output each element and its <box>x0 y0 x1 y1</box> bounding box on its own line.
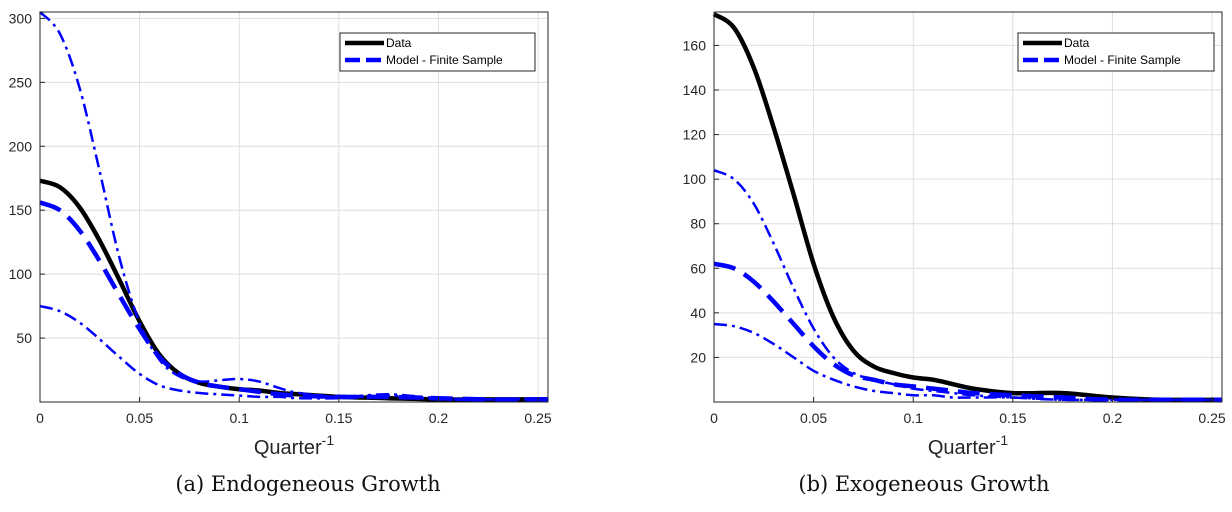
x-tick-label: 0.2 <box>429 410 449 426</box>
y-tick-label: 100 <box>9 266 33 282</box>
series-line-1 <box>39 200 549 402</box>
legend-box <box>1017 32 1215 72</box>
series-line-0 <box>712 12 1223 403</box>
y-tick-label: 20 <box>690 349 706 365</box>
x-tick-label: 0.25 <box>1198 410 1225 426</box>
x-tick-label: 0.25 <box>524 410 551 426</box>
series-line-3 <box>713 322 1222 402</box>
series-line-2 <box>39 11 549 401</box>
x-tick-label: 0.1 <box>903 410 923 426</box>
x-tick-label: 0 <box>710 410 718 426</box>
legend-label-1: Model - Finite Sample <box>386 53 503 67</box>
caption-a: (a) Endogeneous Growth <box>175 472 441 496</box>
y-tick-label: 60 <box>690 260 706 276</box>
chart-panel-a: 0 0.05 0.1 0.15 0.2 0.25 50 100 150 200 250 300 Quar… <box>9 10 552 496</box>
y-tick-label: 250 <box>9 74 33 90</box>
legend-label-0: Data <box>386 36 412 50</box>
legend-label-0: Data <box>1064 36 1090 50</box>
legend-box <box>339 32 536 72</box>
legend-label-1: Model - Finite Sample <box>1064 53 1181 67</box>
x-tick-label: 0.1 <box>229 410 249 426</box>
series-line-2 <box>713 169 1222 402</box>
series-line-3 <box>39 304 549 402</box>
x-axis-label: Quarter-1 <box>254 432 334 459</box>
x-axis-label: Quarter-1 <box>928 432 1008 459</box>
plot-area-border <box>713 11 1223 403</box>
series-line-1 <box>713 261 1222 403</box>
x-tick-label: 0.15 <box>999 410 1026 426</box>
y-tick-label: 40 <box>690 305 706 321</box>
x-tick-label: 0.15 <box>325 410 352 426</box>
y-tick-label: 120 <box>683 127 707 143</box>
x-tick-label: 0.2 <box>1103 410 1123 426</box>
chart-panel-b: 0 0.05 0.1 0.15 0.2 0.25 20 40 60 80 100 120 140 160 Q… <box>616 0 1232 512</box>
y-tick-label: 200 <box>9 138 33 154</box>
y-tick-label: 150 <box>9 202 33 218</box>
chart-endogenous-growth: 0 0.05 0.1 0.15 0.2 0.25 50 100 150 200 250 300 Quar… <box>9 10 552 459</box>
x-tick-label: 0 <box>36 410 44 426</box>
y-tick-label: 160 <box>683 37 707 53</box>
y-tick-label: 300 <box>9 10 33 26</box>
y-tick-label: 140 <box>683 82 707 98</box>
chart-exogenous-growth: 0 0.05 0.1 0.15 0.2 0.25 20 40 60 80 100 120 140 160 Q… <box>683 11 1226 459</box>
x-tick-label: 0.05 <box>126 410 153 426</box>
caption-b: (b) Exogeneous Growth <box>798 472 1050 496</box>
y-tick-label: 100 <box>683 171 707 187</box>
plot-area-border <box>39 11 549 403</box>
series-line-0 <box>39 178 548 402</box>
y-tick-label: 50 <box>16 330 32 346</box>
x-tick-label: 0.05 <box>800 410 827 426</box>
y-tick-label: 80 <box>690 216 706 232</box>
